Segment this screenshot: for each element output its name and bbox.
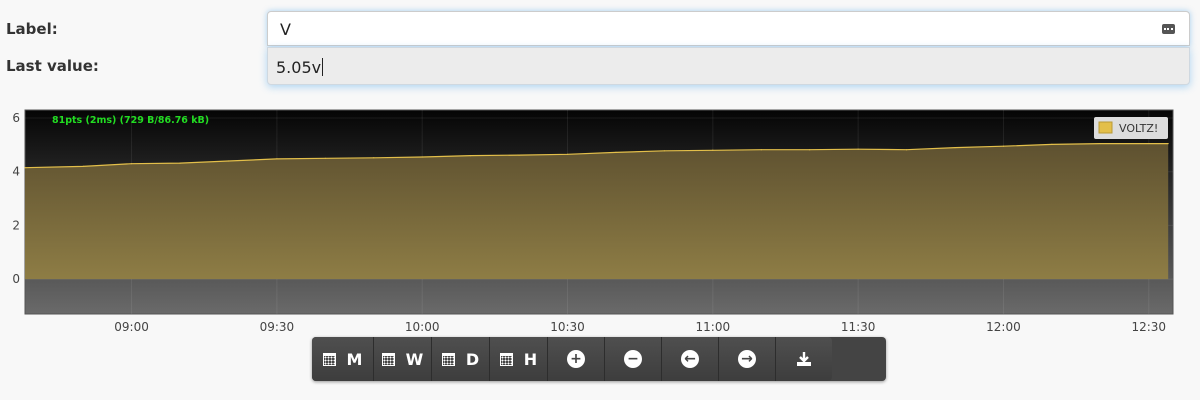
stats-text: 81pts (2ms) (729 B/86.76 kB)	[52, 115, 209, 126]
data-point	[518, 154, 520, 156]
x-tick-label: 12:30	[1131, 320, 1166, 334]
data-point	[1002, 145, 1005, 147]
data-point	[1051, 143, 1053, 145]
week-button-label: W	[405, 349, 424, 369]
x-tick-label: 10:00	[405, 320, 440, 334]
data-point	[421, 156, 423, 158]
data-point	[954, 146, 956, 149]
legend-label: VOLTZ!	[1119, 122, 1158, 135]
data-point	[1167, 142, 1169, 145]
y-tick-label: 6	[12, 111, 20, 125]
data-point	[324, 157, 326, 159]
hour-button-label: H	[523, 349, 538, 369]
last-value-input[interactable]: 5.05v	[267, 47, 1190, 85]
y-tick-label: 4	[12, 165, 20, 179]
x-tick-label: 11:00	[696, 320, 731, 334]
x-tick-label: 09:00	[114, 320, 149, 334]
voltage-chart[interactable]: 0 2 4 6 09:00 09:30 10:00 10:30 11:00 11:30 12:00…	[0, 100, 1200, 335]
minus-icon: −	[624, 350, 642, 368]
legend: VOLTZ!	[1094, 117, 1168, 139]
data-point	[663, 150, 665, 152]
calendar-icon	[381, 352, 395, 366]
plus-icon: +	[567, 350, 585, 368]
data-point	[276, 158, 278, 160]
data-point	[712, 149, 714, 151]
calendar-icon	[322, 352, 336, 366]
day-button-label: D	[465, 349, 480, 369]
pan-right-button[interactable]: →	[719, 337, 776, 381]
arrow-left-icon: ←	[681, 350, 699, 368]
x-tick-label: 11:30	[841, 320, 876, 334]
zoom-in-button[interactable]: +	[548, 337, 605, 381]
data-point	[857, 148, 859, 150]
data-point	[615, 151, 617, 154]
calendar-icon	[441, 352, 455, 366]
data-point	[470, 155, 472, 157]
data-point	[760, 149, 762, 151]
data-point	[905, 149, 908, 151]
month-button-label: M	[346, 349, 363, 369]
keyboard-icon[interactable]	[1162, 24, 1175, 34]
data-point	[130, 163, 133, 165]
series-line	[24, 142, 1169, 169]
x-tick-label: 12:00	[986, 320, 1021, 334]
week-button[interactable]: W	[374, 337, 432, 381]
legend-swatch	[1098, 121, 1113, 134]
x-tick-label: 09:30	[260, 320, 295, 334]
calendar-icon	[499, 352, 513, 366]
day-button[interactable]: D	[432, 337, 490, 381]
data-point	[24, 167, 26, 169]
data-point	[809, 149, 811, 151]
data-point	[227, 160, 230, 162]
data-point	[1099, 142, 1101, 145]
label-input[interactable]: V	[267, 11, 1190, 46]
text-caret	[322, 58, 324, 76]
arrow-right-icon: →	[738, 350, 756, 368]
label-caption: Label:	[6, 20, 58, 38]
download-button[interactable]	[776, 337, 832, 381]
zoom-out-button[interactable]: −	[605, 337, 662, 381]
y-tick-label: 0	[12, 272, 20, 286]
data-point	[373, 157, 375, 159]
data-point	[82, 165, 84, 167]
hour-button[interactable]: H	[490, 337, 548, 381]
month-button[interactable]: M	[312, 337, 374, 381]
last-value-text: 5.05v	[276, 58, 322, 77]
y-tick-label: 2	[12, 218, 20, 232]
download-icon	[796, 351, 812, 367]
series-area	[25, 143, 1169, 280]
data-point	[566, 153, 569, 155]
x-tick-label: 10:30	[550, 320, 585, 334]
label-input-value: V	[280, 20, 291, 39]
last-value-caption: Last value:	[6, 57, 99, 75]
pan-left-button[interactable]: ←	[662, 337, 719, 381]
time-toolbar: M W D H + − ← →	[312, 337, 886, 381]
data-point	[179, 162, 181, 164]
